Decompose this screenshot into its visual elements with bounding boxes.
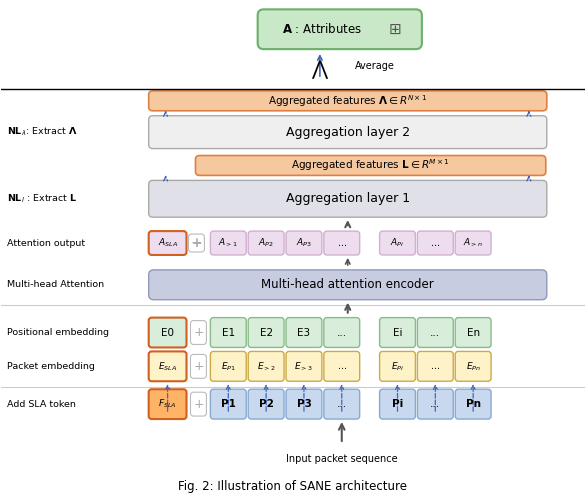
FancyBboxPatch shape: [210, 231, 246, 255]
Text: $\mathbf{NL}_{\lambda}$: Extract $\mathbf{\Lambda}$: $\mathbf{NL}_{\lambda}$: Extract $\mathb…: [8, 126, 78, 138]
FancyBboxPatch shape: [380, 352, 415, 381]
Text: E2: E2: [260, 328, 272, 338]
Text: +: +: [193, 326, 204, 339]
FancyBboxPatch shape: [455, 318, 491, 348]
Text: +: +: [190, 236, 202, 250]
FancyBboxPatch shape: [380, 389, 415, 419]
Text: Multi-head Attention: Multi-head Attention: [8, 280, 104, 289]
Text: $E_{SLA}$: $E_{SLA}$: [158, 360, 177, 373]
Text: $\bigwedge$: $\bigwedge$: [311, 59, 329, 81]
Text: $E_{P1}$: $E_{P1}$: [221, 360, 236, 373]
Text: $\mathbf{NL}_{l}$ : Extract $\mathbf{L}$: $\mathbf{NL}_{l}$ : Extract $\mathbf{L}$: [8, 193, 77, 205]
Text: E1: E1: [222, 328, 235, 338]
FancyBboxPatch shape: [248, 389, 284, 419]
FancyBboxPatch shape: [324, 389, 360, 419]
Text: Pn: Pn: [466, 399, 481, 409]
FancyBboxPatch shape: [210, 318, 246, 348]
FancyBboxPatch shape: [149, 231, 186, 255]
FancyBboxPatch shape: [417, 231, 453, 255]
FancyBboxPatch shape: [380, 231, 415, 255]
Text: Add SLA token: Add SLA token: [8, 399, 76, 409]
FancyBboxPatch shape: [190, 355, 206, 378]
Text: $\mathbf{A}$ : Attributes: $\mathbf{A}$ : Attributes: [282, 22, 362, 36]
FancyBboxPatch shape: [455, 352, 491, 381]
FancyBboxPatch shape: [149, 352, 186, 381]
Text: Aggregated features $\mathbf{L} \in \mathbf{\mathit{R}}^{M\times1}$: Aggregated features $\mathbf{L} \in \mat…: [291, 157, 450, 173]
Text: $E_{Pn}$: $E_{Pn}$: [466, 360, 481, 373]
Text: Attention output: Attention output: [8, 239, 86, 248]
Text: $A_{>1}$: $A_{>1}$: [219, 237, 239, 249]
Text: P2: P2: [258, 399, 274, 409]
Text: $A_{Pi}$: $A_{Pi}$: [390, 237, 404, 249]
FancyBboxPatch shape: [380, 318, 415, 348]
FancyBboxPatch shape: [190, 392, 206, 416]
Text: Aggregation layer 1: Aggregation layer 1: [286, 192, 410, 205]
Text: E0: E0: [161, 328, 174, 338]
Text: $F_{SLA}$: $F_{SLA}$: [158, 398, 177, 410]
Text: ⊞: ⊞: [388, 22, 401, 37]
Text: Average: Average: [355, 61, 394, 71]
FancyBboxPatch shape: [455, 389, 491, 419]
FancyBboxPatch shape: [455, 231, 491, 255]
FancyBboxPatch shape: [324, 318, 360, 348]
FancyBboxPatch shape: [286, 318, 322, 348]
FancyBboxPatch shape: [190, 321, 206, 345]
FancyBboxPatch shape: [286, 352, 322, 381]
FancyBboxPatch shape: [210, 352, 246, 381]
Text: P1: P1: [221, 399, 236, 409]
Text: ...: ...: [337, 328, 347, 338]
Text: +: +: [191, 237, 202, 249]
FancyBboxPatch shape: [286, 389, 322, 419]
Text: +: +: [193, 397, 204, 411]
FancyBboxPatch shape: [149, 270, 547, 300]
Text: P3: P3: [297, 399, 311, 409]
FancyBboxPatch shape: [286, 231, 322, 255]
FancyBboxPatch shape: [149, 180, 547, 217]
Text: ...: ...: [337, 399, 347, 409]
Text: +: +: [193, 360, 204, 373]
FancyBboxPatch shape: [324, 231, 360, 255]
Text: $E_{Pi}$: $E_{Pi}$: [391, 360, 404, 373]
FancyBboxPatch shape: [324, 352, 360, 381]
FancyBboxPatch shape: [149, 116, 547, 148]
Text: $A_{P2}$: $A_{P2}$: [258, 237, 274, 249]
FancyBboxPatch shape: [210, 389, 246, 419]
FancyBboxPatch shape: [149, 91, 547, 111]
FancyBboxPatch shape: [258, 9, 422, 49]
Text: $A_{>n}$: $A_{>n}$: [463, 237, 483, 249]
FancyBboxPatch shape: [149, 318, 186, 348]
Text: $E_{>2}$: $E_{>2}$: [257, 360, 275, 373]
Text: Fig. 2: Illustration of SANE architecture: Fig. 2: Illustration of SANE architectur…: [179, 480, 407, 493]
Text: Pi: Pi: [392, 399, 403, 409]
FancyBboxPatch shape: [417, 389, 453, 419]
Text: $\cdots$: $\cdots$: [337, 239, 347, 248]
Text: En: En: [466, 328, 480, 338]
Text: $A_{SLA}$: $A_{SLA}$: [158, 237, 178, 249]
FancyBboxPatch shape: [248, 318, 284, 348]
Text: $\cdots$: $\cdots$: [430, 239, 440, 248]
FancyBboxPatch shape: [149, 389, 186, 419]
Text: Positional embedding: Positional embedding: [8, 328, 110, 337]
Text: Aggregation layer 2: Aggregation layer 2: [286, 125, 410, 138]
Text: $E_{>3}$: $E_{>3}$: [295, 360, 314, 373]
Text: Multi-head attention encoder: Multi-head attention encoder: [261, 278, 434, 291]
Text: $\cdots$: $\cdots$: [337, 362, 347, 371]
FancyBboxPatch shape: [417, 318, 453, 348]
Text: ...: ...: [430, 328, 441, 338]
FancyBboxPatch shape: [189, 234, 205, 252]
Text: $A_{P3}$: $A_{P3}$: [296, 237, 312, 249]
Text: Packet embedding: Packet embedding: [8, 362, 96, 371]
FancyBboxPatch shape: [417, 352, 453, 381]
Text: Ei: Ei: [393, 328, 402, 338]
Text: Input packet sequence: Input packet sequence: [286, 454, 397, 464]
Text: Aggregated features $\mathbf{\Lambda} \in \mathbf{\mathit{R}}^{N\times1}$: Aggregated features $\mathbf{\Lambda} \i…: [268, 93, 427, 109]
FancyBboxPatch shape: [196, 155, 546, 175]
Text: ...: ...: [430, 399, 441, 409]
FancyBboxPatch shape: [248, 352, 284, 381]
Text: $\cdots$: $\cdots$: [430, 362, 440, 371]
FancyBboxPatch shape: [248, 231, 284, 255]
Text: E3: E3: [297, 328, 311, 338]
